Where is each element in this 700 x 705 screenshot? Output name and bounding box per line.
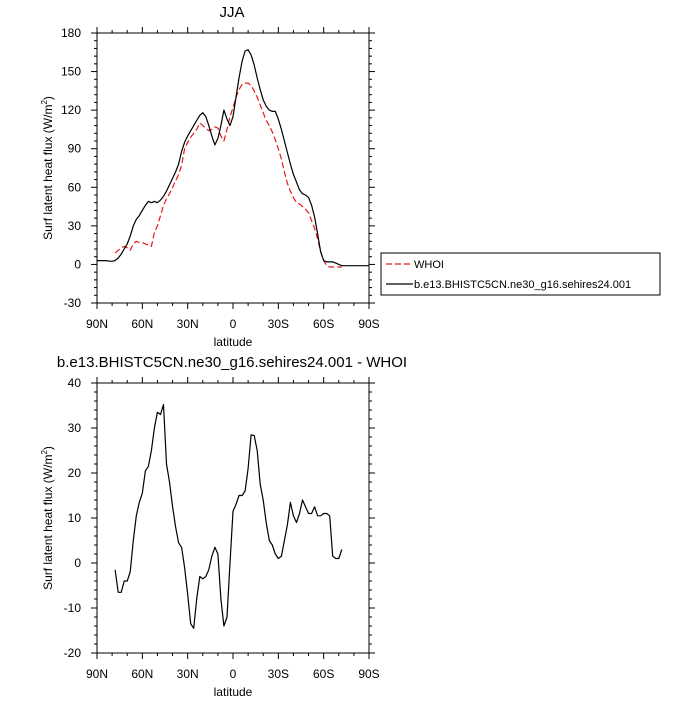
chart-1-y-tick-label: -30: [64, 296, 82, 310]
chart-1-x-axis-title: latitude: [214, 335, 253, 349]
chart-2-title: b.e13.BHISTC5CN.ne30_g16.sehires24.001 -…: [57, 354, 407, 371]
chart-2-x-axis-title: latitude: [214, 685, 253, 699]
chart-1-y-tick-label: 0: [74, 257, 81, 271]
chart-1-y-tick-label: 120: [61, 103, 81, 117]
chart-2-series-1-line: [114, 404, 343, 629]
chart-1-y-tick-label: 180: [61, 26, 81, 40]
chart-1-x-tick-label: 60S: [313, 317, 334, 331]
chart-1-y-axis-title: Surf latent heat flux (W/m2): [40, 96, 55, 240]
chart-2-x-tick-label: 30N: [177, 667, 199, 681]
chart-2-y-axis-title: Surf latent heat flux (W/m2): [40, 446, 55, 590]
chart-1-x-tick-label: 90S: [358, 317, 379, 331]
chart-2-x-tick-label: 90N: [86, 667, 108, 681]
chart-1: JJA 90N 60N 30N 0 30S 60S 90S -30 0 30 60 90 120 150 18…: [40, 4, 661, 349]
chart-1-x-tick-label: 60N: [131, 317, 153, 331]
chart-1-y-tick-label: 30: [68, 219, 82, 233]
chart-2-y-tick-label: 30: [68, 421, 82, 435]
chart-1-y-tick-label: 90: [68, 142, 82, 156]
chart-2-y-tick-label: 40: [68, 376, 82, 390]
chart-2-x-tick-label: 0: [230, 667, 237, 681]
legend: WHOI b.e13.BHISTC5CN.ne30_g16.sehires24.0…: [380, 252, 661, 296]
legend-label-1: WHOI: [414, 259, 444, 271]
chart-2-x-tick-label: 60N: [131, 667, 153, 681]
chart-1-series-1-line: [114, 82, 342, 268]
chart-1-x-tick-label: 0: [230, 317, 237, 331]
chart-1-x-tick-label: 30S: [268, 317, 289, 331]
legend-label-2: b.e13.BHISTC5CN.ne30_g16.sehires24.001: [414, 279, 631, 291]
chart-2-y-tick-label: -10: [64, 601, 82, 615]
chart-2-y-tick-label: -20: [64, 646, 82, 660]
chart-1-y-tick-label: 60: [68, 180, 82, 194]
chart-2-x-tick-label: 60S: [313, 667, 334, 681]
chart-1-x-tick-label: 90N: [86, 317, 108, 331]
legend-box: [380, 252, 661, 296]
chart-2: b.e13.BHISTC5CN.ne30_g16.sehires24.001 -…: [40, 354, 407, 699]
chart-1-x-tick-label: 30N: [177, 317, 199, 331]
chart-2-x-tick-label: 90S: [358, 667, 379, 681]
chart-2-y-tick-label: 10: [68, 511, 82, 525]
chart-2-y-tick-label: 0: [74, 556, 81, 570]
chart-1-series-2-line: [97, 49, 369, 267]
chart-1-title: JJA: [219, 4, 244, 21]
chart-1-y-tick-label: 150: [61, 65, 81, 79]
chart-2-x-tick-label: 30S: [268, 667, 289, 681]
chart-2-y-tick-label: 20: [68, 466, 82, 480]
